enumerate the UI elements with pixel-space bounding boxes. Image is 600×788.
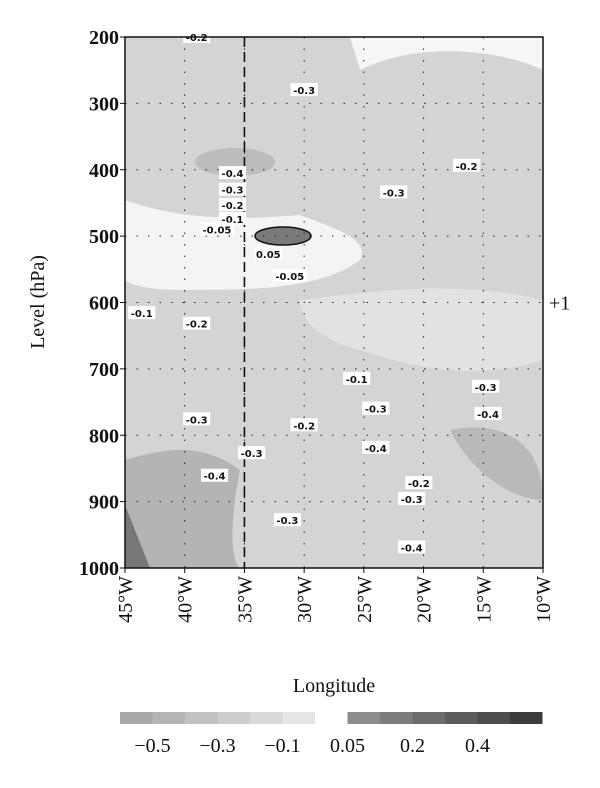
colorbar-box	[120, 712, 153, 724]
contour-label: -0.05	[275, 272, 304, 283]
contour-label: -0.3	[186, 415, 208, 426]
contour-label-bg	[398, 491, 426, 505]
contour-label: -0.2	[186, 320, 208, 331]
annotations: -0.2-0.3-0.4-0.3-0.2-0.1-0.050.05-0.05-0…	[128, 30, 502, 568]
y-tick-label: 900	[89, 492, 119, 514]
colorbar-label: −0.3	[199, 735, 235, 757]
colorbar-box	[250, 712, 283, 724]
contour-label-bg	[472, 379, 500, 393]
shade	[195, 148, 275, 176]
shade	[350, 37, 543, 70]
contour-label-bg	[273, 513, 302, 527]
contour-label: -0.3	[475, 383, 497, 394]
contour-label-bg	[362, 401, 390, 415]
contour-label: -0.2	[222, 201, 244, 212]
contour-label: -0.4	[401, 543, 423, 554]
contour-label: -0.3	[241, 449, 263, 460]
contour-label: -0.3	[383, 188, 405, 199]
contour-label-bg	[183, 316, 211, 330]
contour-label: 0.05	[256, 250, 281, 261]
y-tick-label: 800	[89, 425, 119, 447]
contour-label: -0.1	[222, 215, 244, 226]
contour-label: -0.1	[131, 309, 153, 320]
contour-label-bg	[183, 412, 211, 426]
colorbar-label: 0.4	[465, 735, 490, 757]
contour-label: -0.3	[222, 186, 244, 197]
x-tick-label: 30°W	[294, 576, 316, 623]
contour-label-bg	[362, 440, 390, 454]
contour-label-bg	[380, 185, 408, 199]
contour-label-bg	[474, 407, 502, 421]
colorbar-label: 0.05	[330, 735, 365, 757]
y-axis-label: Level (hPa)	[27, 255, 49, 349]
x-tick-label: 45°W	[115, 576, 137, 623]
colorbar-box	[412, 712, 445, 724]
contour-label-bg	[452, 158, 481, 172]
colorbar-box	[477, 712, 510, 724]
contour-label: -0.4	[204, 472, 226, 483]
colorbar-label: −0.1	[264, 735, 300, 757]
contour-label: -0.4	[365, 444, 387, 455]
contour-label: -0.2	[293, 421, 315, 432]
contour-label: -0.3	[401, 495, 423, 506]
colorbar-box	[347, 712, 380, 724]
contour-label: -0.1	[346, 375, 368, 386]
contour-label-bg	[237, 446, 266, 460]
shade	[300, 288, 543, 371]
y-tick-label: 300	[89, 93, 119, 115]
contour-label-bg	[290, 83, 318, 97]
contour-label-bg	[272, 268, 307, 282]
x-tick-label: 35°W	[234, 576, 256, 623]
colorbar-box	[185, 712, 218, 724]
contour-label-bg	[200, 468, 229, 482]
contour-label-bg	[128, 306, 156, 320]
contour-label: -0.3	[365, 405, 387, 416]
contour-label: -0.2	[186, 33, 208, 44]
colorbar-label: 0.2	[400, 735, 425, 757]
contour-label: -0.2	[408, 479, 430, 490]
contour-label: -0.4	[222, 169, 244, 180]
side-note: +1	[549, 293, 570, 315]
y-tick-label: 400	[89, 160, 119, 182]
contour-label: -0.05	[203, 225, 232, 236]
colorbar-box	[445, 712, 478, 724]
contour-label-bg	[343, 371, 371, 385]
y-tick-label: 1000	[79, 558, 119, 580]
contour-label-bg	[290, 418, 318, 432]
contour-label: -0.3	[276, 516, 298, 527]
shade	[125, 505, 150, 568]
contour-label: -0.3	[293, 86, 315, 97]
x-tick-label: 15°W	[473, 576, 495, 623]
y-tick-label: 200	[89, 27, 119, 49]
contour-label-bg	[405, 476, 433, 490]
colorbar-box	[510, 712, 543, 724]
x-tick-label: 20°W	[414, 576, 436, 623]
contour-label-bg	[398, 540, 426, 554]
contour-label-bg	[254, 247, 282, 261]
x-axis-label: Longitude	[293, 675, 375, 697]
shade	[450, 427, 543, 500]
x-tick-label: 25°W	[354, 576, 376, 623]
contour-label: -0.4	[477, 410, 499, 421]
contour-label-bg	[199, 222, 234, 236]
colorbar-box	[152, 712, 185, 724]
contour-label: -0.2	[456, 162, 478, 173]
y-tick-label: 700	[89, 359, 119, 381]
colorbar-label: −0.5	[134, 735, 170, 757]
contour-label-bg	[218, 166, 247, 180]
contour-label-bg	[218, 197, 247, 211]
y-tick-label: 500	[89, 226, 119, 248]
colorbar-box	[217, 712, 250, 724]
colorbar-box	[282, 712, 315, 724]
field-shading	[125, 37, 543, 568]
contour-label-bg	[218, 211, 247, 225]
contour-label-bg	[218, 182, 247, 196]
shade	[254, 226, 312, 246]
x-tick-label: 10°W	[533, 576, 555, 623]
y-tick-label: 600	[89, 293, 119, 315]
x-tick-label: 40°W	[175, 576, 197, 623]
colorbar-box	[380, 712, 413, 724]
